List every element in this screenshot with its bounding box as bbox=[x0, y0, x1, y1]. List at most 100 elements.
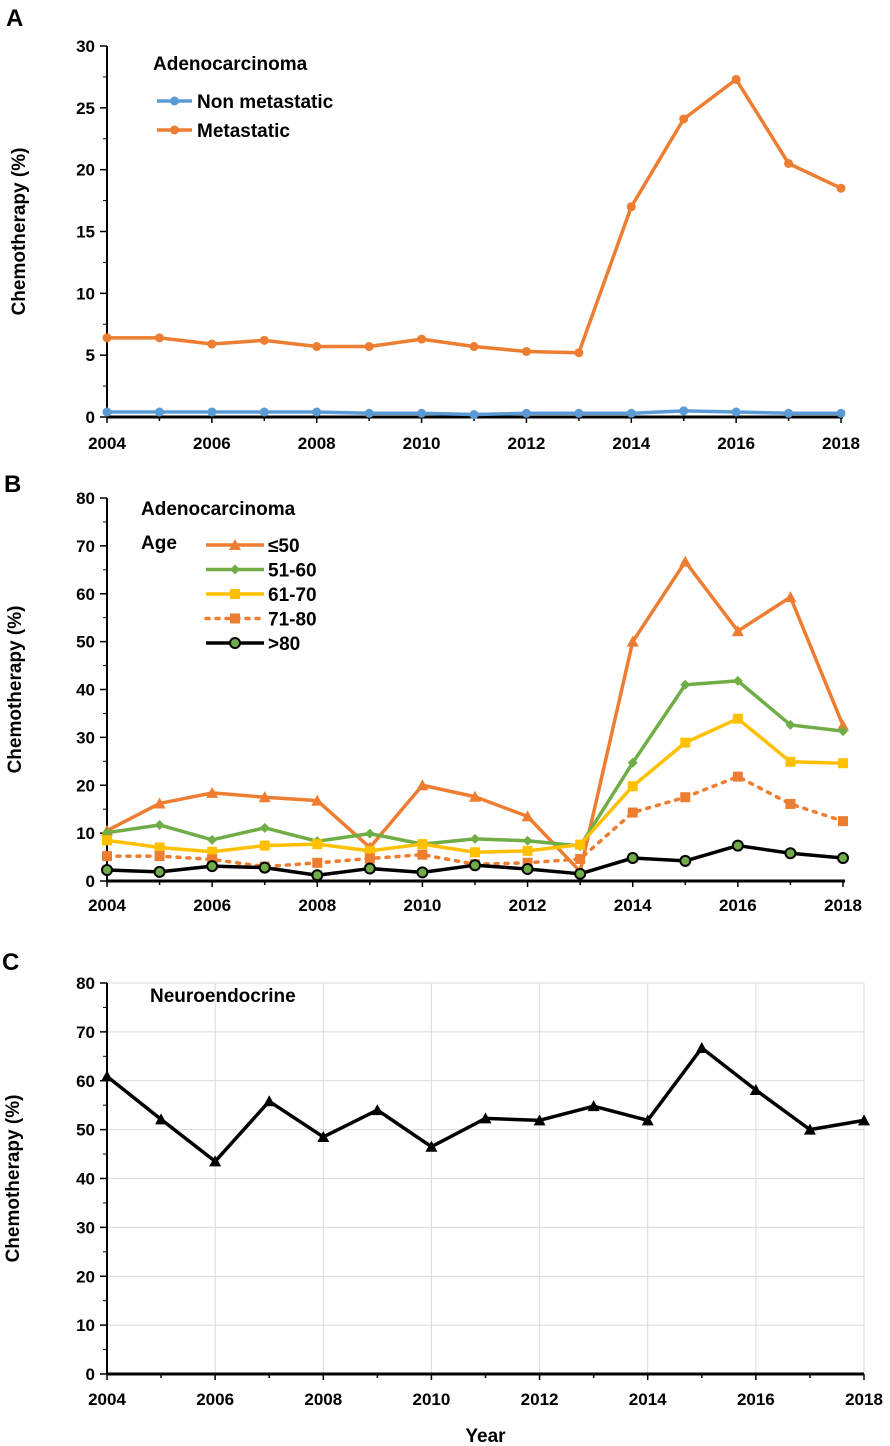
y-axis-label: Chemotherapy (%) bbox=[9, 148, 30, 316]
y-tick-label: 10 bbox=[76, 824, 95, 843]
legend-label: Metastatic bbox=[197, 121, 290, 142]
legend-marker bbox=[230, 589, 240, 599]
data-point bbox=[417, 849, 428, 860]
data-point bbox=[803, 1123, 816, 1135]
y-tick-label: 50 bbox=[76, 1121, 95, 1140]
data-point bbox=[154, 819, 165, 830]
data-point bbox=[574, 867, 587, 880]
data-point bbox=[837, 852, 849, 865]
data-point bbox=[207, 846, 218, 857]
x-tick-label: 2006 bbox=[193, 896, 231, 915]
y-tick-label: 10 bbox=[76, 1316, 95, 1335]
data-point bbox=[574, 408, 584, 418]
data-point bbox=[364, 845, 375, 856]
data-point bbox=[575, 853, 586, 864]
panel-c-label: C bbox=[2, 949, 19, 976]
data-point bbox=[469, 790, 481, 802]
data-point bbox=[155, 1113, 168, 1125]
x-tick-label: 2008 bbox=[298, 434, 336, 453]
y-tick-label: 20 bbox=[76, 776, 95, 795]
data-point bbox=[416, 779, 429, 791]
x-tick-label: 2016 bbox=[737, 1390, 775, 1409]
x-tick-label: 2012 bbox=[508, 434, 546, 453]
data-point bbox=[469, 859, 481, 872]
data-point bbox=[364, 853, 375, 864]
y-tick-label: 80 bbox=[76, 974, 95, 993]
y-tick-label: 60 bbox=[76, 585, 95, 604]
chart-title: Neuroendocrine bbox=[150, 986, 296, 1007]
data-point bbox=[626, 408, 636, 418]
data-point bbox=[749, 1084, 762, 1096]
data-point bbox=[522, 835, 533, 846]
data-point bbox=[469, 410, 479, 420]
data-point bbox=[679, 854, 692, 867]
data-point bbox=[102, 851, 112, 862]
data-point bbox=[680, 679, 691, 690]
y-tick-label: 10 bbox=[76, 284, 95, 303]
data-point bbox=[469, 342, 479, 352]
y-tick-label: 70 bbox=[76, 1023, 95, 1042]
data-point bbox=[207, 339, 217, 349]
x-tick-label: 2008 bbox=[298, 896, 336, 915]
y-tick-label: 40 bbox=[76, 681, 95, 700]
data-point bbox=[258, 791, 271, 803]
x-tick-label: 2012 bbox=[509, 896, 547, 915]
data-point bbox=[679, 555, 692, 567]
data-point bbox=[153, 865, 166, 878]
data-point bbox=[626, 202, 636, 212]
x-tick-label: 2016 bbox=[717, 434, 755, 453]
data-point bbox=[206, 786, 219, 798]
legend-title: Age bbox=[141, 533, 177, 554]
x-tick-label: 2014 bbox=[614, 896, 652, 915]
legend-label: >80 bbox=[268, 634, 300, 655]
data-point bbox=[259, 407, 269, 417]
data-point bbox=[417, 839, 428, 850]
data-point bbox=[732, 675, 743, 686]
data-point bbox=[317, 1130, 330, 1142]
x-tick-label: 2004 bbox=[88, 1390, 126, 1409]
y-tick-label: 40 bbox=[76, 1170, 95, 1189]
data-point bbox=[363, 862, 376, 875]
y-axis-label: Chemotherapy (%) bbox=[5, 606, 26, 774]
y-tick-label: 0 bbox=[86, 1365, 95, 1384]
data-point bbox=[312, 342, 322, 352]
chart-title: Adenocarcinoma bbox=[153, 54, 308, 75]
x-tick-label: 2004 bbox=[88, 896, 126, 915]
x-tick-label: 2006 bbox=[196, 1390, 234, 1409]
data-point bbox=[259, 335, 269, 345]
data-point bbox=[479, 1112, 492, 1124]
data-point bbox=[206, 860, 219, 873]
y-tick-label: 25 bbox=[76, 99, 95, 118]
data-point bbox=[209, 1155, 222, 1167]
data-point bbox=[102, 333, 112, 343]
data-point bbox=[154, 851, 165, 862]
x-tick-label: 2014 bbox=[612, 434, 650, 453]
y-tick-label: 50 bbox=[76, 633, 95, 652]
data-point bbox=[641, 1114, 654, 1126]
data-point bbox=[838, 816, 848, 827]
series-2 bbox=[102, 713, 848, 858]
data-point bbox=[626, 852, 639, 865]
legend-marker bbox=[170, 96, 179, 106]
data-point bbox=[574, 348, 584, 358]
data-point bbox=[207, 854, 218, 865]
data-point bbox=[785, 719, 796, 730]
x-tick-label: 2016 bbox=[719, 896, 757, 915]
data-point bbox=[680, 737, 691, 748]
data-point bbox=[154, 333, 164, 343]
y-tick-label: 0 bbox=[86, 872, 95, 891]
series-line bbox=[106, 716, 844, 855]
x-tick-label: 2018 bbox=[845, 1390, 883, 1409]
data-point bbox=[679, 114, 689, 124]
legend-marker bbox=[229, 539, 241, 550]
series-0 bbox=[102, 406, 846, 420]
data-point bbox=[521, 810, 534, 822]
chart-title: Adenocarcinoma bbox=[141, 499, 296, 520]
data-point bbox=[732, 771, 743, 782]
data-point bbox=[521, 863, 534, 876]
y-tick-label: 20 bbox=[76, 1267, 95, 1286]
data-point bbox=[207, 407, 217, 417]
data-point bbox=[101, 1070, 113, 1082]
data-point bbox=[784, 408, 794, 418]
data-point bbox=[836, 183, 846, 193]
